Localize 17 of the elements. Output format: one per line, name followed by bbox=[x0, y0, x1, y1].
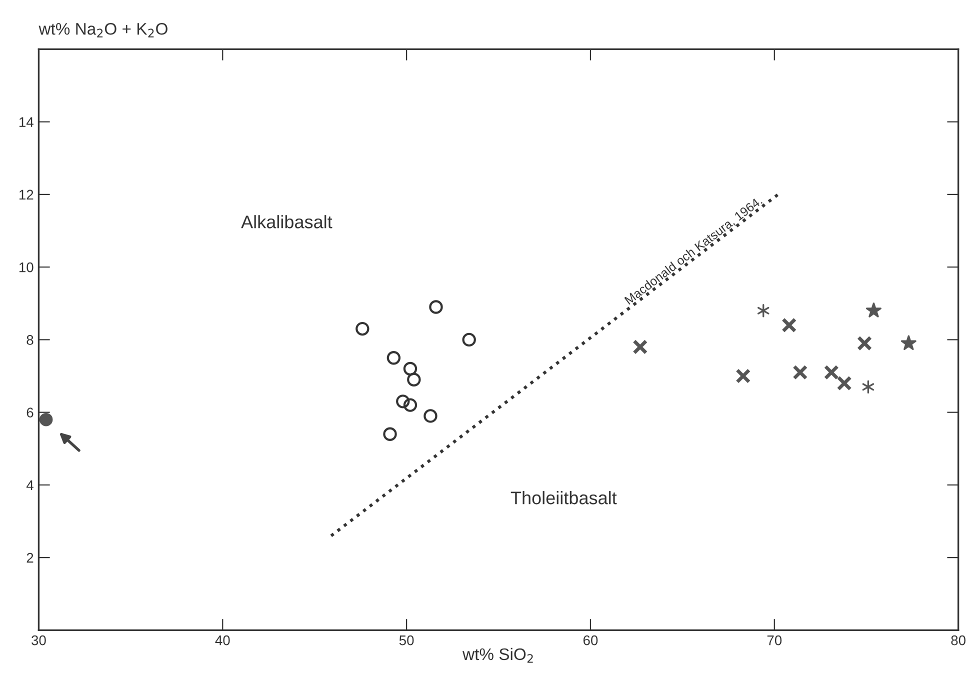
x-tick-label: 40 bbox=[215, 635, 230, 646]
y-tick-label: 14 bbox=[19, 117, 34, 127]
annotation: Alkalibasalt bbox=[241, 215, 332, 228]
y-tick-label: 8 bbox=[26, 335, 34, 345]
y-axis-title: wt% Na$_{2}$O + K$_{2}$O bbox=[38, 22, 168, 38]
x-tick-label: 80 bbox=[951, 635, 966, 646]
annotation: Tholeiitbasalt bbox=[510, 491, 617, 504]
y-tick-label: 4 bbox=[26, 480, 34, 490]
y-tick-label: 2 bbox=[26, 552, 34, 563]
x-tick-label: 30 bbox=[32, 635, 46, 646]
x-tick-label: 50 bbox=[399, 635, 414, 646]
x-axis-title: wt% SiO$_{2}$ bbox=[462, 648, 533, 663]
x-tick-label: 60 bbox=[583, 635, 598, 646]
y-tick-label: 12 bbox=[19, 190, 34, 200]
x-tick-label: 70 bbox=[767, 635, 782, 646]
y-tick-label: 6 bbox=[26, 408, 34, 418]
y-tick-label: 10 bbox=[19, 262, 34, 272]
